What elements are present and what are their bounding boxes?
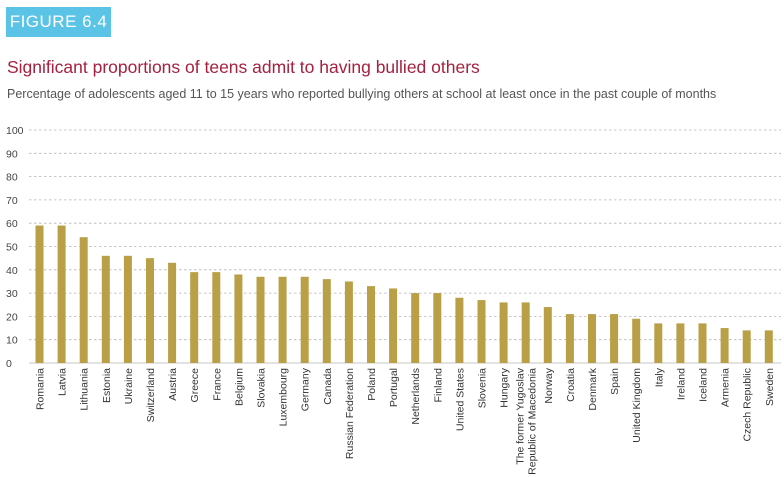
x-category-label: Estonia [101, 368, 113, 403]
bar [389, 288, 398, 363]
bar [455, 297, 464, 363]
bar [565, 314, 574, 363]
x-category-label: Romania [35, 368, 47, 410]
chart-subtitle: Percentage of adolescents aged 11 to 15 … [7, 87, 717, 101]
x-category-label: France [211, 368, 223, 401]
x-category-label: Canada [322, 368, 334, 405]
x-category-label: Russian Federation [344, 368, 356, 459]
x-category-label: Armenia [720, 368, 732, 407]
x-category-label: Switzerland [145, 368, 157, 422]
x-category-label: Finland [432, 368, 444, 403]
x-category-label: Poland [366, 368, 378, 401]
y-tick-label: 100 [6, 125, 24, 137]
x-category-label: Portugal [388, 368, 400, 407]
bars [35, 225, 773, 363]
x-category-label: Republic of Macedonia [527, 368, 539, 475]
x-category-label: Slovenia [477, 368, 489, 408]
y-tick-label: 60 [6, 218, 18, 230]
x-category-label: Belgium [233, 368, 245, 406]
x-category-label: Germany [300, 367, 312, 411]
bar [101, 255, 110, 363]
y-tick-label: 80 [6, 172, 18, 184]
x-category-label: Hungary [499, 367, 511, 407]
y-tick-label: 10 [6, 335, 18, 347]
bar [764, 330, 773, 363]
y-tick-label: 90 [6, 148, 18, 160]
bar [698, 323, 707, 363]
y-tick-label: 30 [6, 288, 18, 300]
bar [543, 307, 552, 363]
y-tick-label: 20 [6, 311, 18, 323]
x-category-label: Czech Republic [742, 368, 754, 442]
x-axis-labels: Romania Latvia Lithuania Estonia Ukraine Swit… [35, 367, 776, 475]
y-tick-label: 40 [6, 265, 18, 277]
bar [367, 286, 375, 363]
bar [610, 314, 619, 363]
x-category-label: Netherlands [410, 368, 422, 425]
bar [79, 237, 88, 363]
bar [190, 272, 199, 363]
y-axis-ticks: 0 10 20 30 40 50 60 70 80 90 100 [6, 125, 24, 370]
bar-chart: 0 10 20 30 40 50 60 70 80 90 100 Romania Latvia Lith… [6, 125, 781, 475]
x-category-label: Croatia [565, 368, 577, 402]
bar [654, 323, 663, 363]
bar [632, 318, 641, 363]
bar [278, 276, 287, 363]
figure-label: FIGURE 6.4 [6, 7, 111, 37]
bar [521, 302, 530, 363]
y-tick-label: 0 [6, 358, 12, 370]
x-category-label: Sweden [764, 368, 776, 406]
bar [256, 276, 265, 363]
bar [212, 272, 221, 363]
bar [234, 274, 243, 363]
x-category-label: Ireland [675, 368, 687, 400]
x-category-label: Spain [609, 368, 621, 395]
x-category-label: Lithuania [79, 368, 91, 411]
gridlines [29, 129, 781, 364]
bar [499, 302, 508, 363]
bar [433, 293, 442, 363]
bar [146, 258, 154, 363]
x-category-label: Greece [189, 368, 201, 403]
chart-title: Significant proportions of teens admit t… [7, 57, 480, 77]
x-category-label: Austria [167, 368, 179, 401]
x-category-label: Norway [543, 367, 555, 403]
x-category-label: Slovakia [256, 368, 268, 408]
y-tick-label: 70 [6, 195, 18, 207]
bar [588, 314, 596, 363]
bar [344, 281, 353, 363]
x-category-label: Latvia [57, 368, 69, 396]
x-category-label: Italy [653, 367, 665, 387]
x-category-label: United Kingdom [631, 368, 643, 443]
bar [477, 300, 486, 363]
bar [411, 293, 420, 363]
bar [123, 255, 132, 363]
bar [720, 328, 729, 363]
x-category-label: United States [454, 368, 466, 431]
bar [35, 225, 44, 363]
bar [742, 330, 751, 363]
x-category-label: Iceland [698, 368, 710, 402]
x-category-label: Ukraine [123, 368, 135, 404]
bar [322, 279, 331, 363]
x-category-label: Luxembourg [278, 368, 290, 427]
x-category-label: The former Yugoslav [515, 367, 527, 464]
bar [300, 276, 309, 363]
bar [168, 262, 177, 363]
y-tick-label: 50 [6, 242, 18, 254]
bar [57, 225, 66, 363]
x-category-label: Denmark [587, 367, 599, 410]
bar [676, 323, 685, 363]
